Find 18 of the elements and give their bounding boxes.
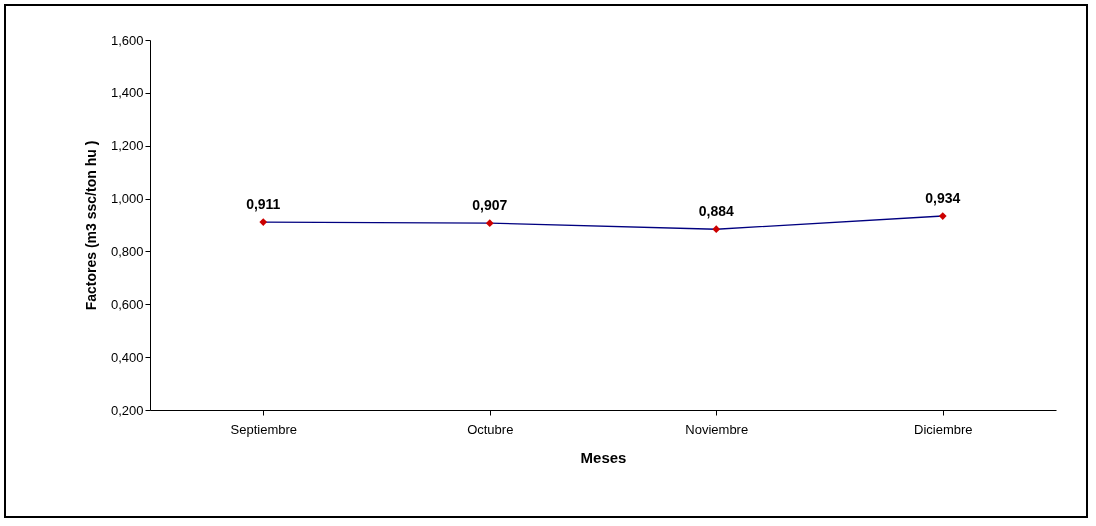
x-tick-label: Octubre xyxy=(467,421,514,437)
y-tick-label: 1,400 xyxy=(110,85,144,101)
data-label: 0,907 xyxy=(472,197,508,214)
data-label: 0,884 xyxy=(698,203,734,220)
y-tick-label: 0,600 xyxy=(110,296,144,312)
y-tick-label: 1,000 xyxy=(110,191,144,207)
x-axis-title: Meses xyxy=(580,448,627,466)
x-tick-label: Noviembre xyxy=(685,421,749,437)
x-tick-label: Septiembre xyxy=(230,421,297,437)
y-tick-label: 1,200 xyxy=(110,138,144,154)
data-label: 0,911 xyxy=(246,196,281,213)
y-tick-label: 0,200 xyxy=(110,402,144,418)
y-tick-label: 0,800 xyxy=(110,243,144,259)
data-label: 0,934 xyxy=(925,190,961,207)
x-tick-label: Diciembre xyxy=(913,421,973,437)
y-tick-label: 1,600 xyxy=(110,32,144,48)
y-axis-title: Factores (m3 ssc/ton hu ) xyxy=(82,140,99,311)
y-tick-label: 0,400 xyxy=(110,349,144,365)
